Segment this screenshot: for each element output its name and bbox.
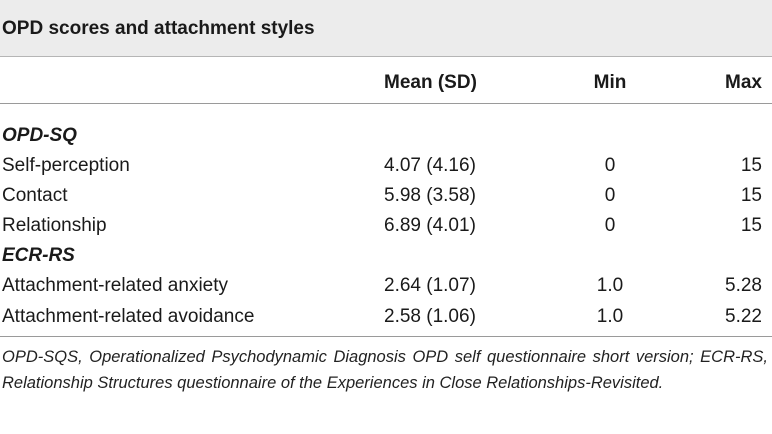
row-label: Attachment-related anxiety — [2, 275, 229, 296]
row-label: Relationship — [2, 215, 107, 236]
row-min: 1.0 — [596, 306, 624, 327]
column-header-max: Max — [725, 72, 762, 93]
row-max: 15 — [740, 215, 762, 236]
column-header-mean: Mean (SD) — [384, 72, 477, 93]
row-label: Attachment-related avoidance — [2, 306, 255, 327]
table-title-bar: OPD scores and attachment styles — [0, 0, 772, 57]
row-mean: 2.58 (1.06) — [384, 306, 476, 327]
row-min: 0 — [604, 215, 616, 236]
table-row: Contact 5.98 (3.58) 0 15 — [0, 181, 772, 211]
row-max: 15 — [740, 185, 762, 206]
row-label: Contact — [2, 185, 68, 206]
table-footnote: OPD-SQS, Operationalized Psychodynamic D… — [2, 348, 768, 392]
row-mean: 5.98 (3.58) — [384, 185, 476, 206]
header-divider — [0, 103, 772, 104]
section-row-opd-sq: OPD-SQ — [0, 121, 772, 151]
row-mean: 2.64 (1.07) — [384, 275, 476, 296]
row-mean: 4.07 (4.16) — [384, 155, 476, 176]
table-title: OPD scores and attachment styles — [2, 18, 315, 39]
table-row: Attachment-related anxiety 2.64 (1.07) 1… — [0, 271, 772, 301]
table-row: Self-perception 4.07 (4.16) 0 15 — [0, 151, 772, 181]
row-min: 0 — [604, 185, 616, 206]
column-header-min: Min — [593, 72, 627, 93]
table-bottom-divider — [0, 336, 772, 337]
row-mean: 6.89 (4.01) — [384, 215, 476, 236]
row-max: 5.28 — [725, 275, 762, 296]
section-label: ECR-RS — [2, 245, 75, 266]
row-min: 0 — [604, 155, 616, 176]
table-row: Relationship 6.89 (4.01) 0 15 — [0, 211, 772, 241]
row-max: 15 — [740, 155, 762, 176]
section-row-ecr-rs: ECR-RS — [0, 241, 772, 271]
row-label: Self-perception — [2, 155, 130, 176]
row-max: 5.22 — [725, 306, 762, 327]
table-row: Attachment-related avoidance 2.58 (1.06)… — [0, 302, 772, 332]
section-label: OPD-SQ — [2, 125, 77, 146]
row-min: 1.0 — [596, 275, 624, 296]
